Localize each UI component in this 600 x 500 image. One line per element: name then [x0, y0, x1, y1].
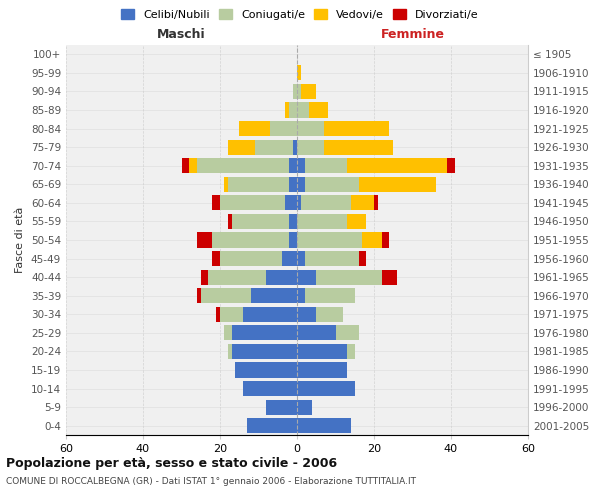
Bar	[347, 214, 366, 229]
Bar	[324, 140, 393, 155]
Bar	[182, 158, 189, 174]
Bar	[297, 325, 335, 340]
Bar	[266, 270, 297, 285]
Bar	[189, 158, 197, 174]
Bar	[289, 176, 297, 192]
Bar	[297, 344, 347, 359]
Bar	[289, 214, 297, 229]
Bar	[305, 251, 359, 266]
Bar	[212, 195, 220, 210]
Bar	[266, 400, 297, 415]
Bar	[212, 232, 289, 248]
Text: Femmine: Femmine	[380, 28, 445, 42]
Bar	[297, 84, 301, 99]
Text: Popolazione per età, sesso e stato civile - 2006: Popolazione per età, sesso e stato civil…	[6, 458, 337, 470]
Bar	[281, 251, 297, 266]
Bar	[351, 195, 374, 210]
Bar	[201, 288, 251, 304]
Y-axis label: Anni di nascita: Anni di nascita	[598, 198, 600, 281]
Bar	[197, 232, 212, 248]
Bar	[286, 195, 297, 210]
Bar	[201, 270, 208, 285]
Bar	[289, 158, 297, 174]
Bar	[305, 158, 347, 174]
Bar	[247, 418, 297, 434]
Bar	[228, 176, 289, 192]
Bar	[228, 140, 254, 155]
Bar	[228, 344, 232, 359]
Bar	[359, 251, 366, 266]
Bar	[382, 270, 397, 285]
Bar	[220, 195, 286, 210]
Bar	[297, 232, 362, 248]
Bar	[305, 288, 355, 304]
Bar	[297, 102, 308, 118]
Bar	[297, 306, 316, 322]
Text: COMUNE DI ROCCALBEGNA (GR) - Dati ISTAT 1° gennaio 2006 - Elaborazione TUTTITALI: COMUNE DI ROCCALBEGNA (GR) - Dati ISTAT …	[6, 478, 416, 486]
Bar	[228, 214, 232, 229]
Bar	[297, 214, 347, 229]
Bar	[305, 176, 359, 192]
Bar	[297, 362, 347, 378]
Bar	[297, 140, 324, 155]
Bar	[324, 121, 389, 136]
Bar	[297, 418, 351, 434]
Bar	[335, 325, 359, 340]
Bar	[297, 288, 305, 304]
Bar	[232, 344, 297, 359]
Legend: Celibi/Nubili, Coniugati/e, Vedovi/e, Divorziati/e: Celibi/Nubili, Coniugati/e, Vedovi/e, Di…	[118, 6, 482, 23]
Bar	[447, 158, 455, 174]
Bar	[297, 195, 301, 210]
Bar	[197, 288, 201, 304]
Bar	[347, 344, 355, 359]
Bar	[270, 121, 297, 136]
Bar	[286, 102, 289, 118]
Y-axis label: Fasce di età: Fasce di età	[16, 207, 25, 273]
Bar	[297, 176, 305, 192]
Bar	[224, 176, 228, 192]
Bar	[220, 306, 243, 322]
Bar	[297, 121, 324, 136]
Bar	[289, 232, 297, 248]
Bar	[359, 176, 436, 192]
Bar	[208, 270, 266, 285]
Bar	[362, 232, 382, 248]
Bar	[316, 306, 343, 322]
Bar	[316, 270, 382, 285]
Bar	[297, 400, 313, 415]
Bar	[197, 158, 289, 174]
Bar	[374, 195, 378, 210]
Bar	[251, 288, 297, 304]
Bar	[232, 325, 297, 340]
Bar	[301, 84, 316, 99]
Bar	[293, 140, 297, 155]
Bar	[239, 121, 270, 136]
Bar	[243, 306, 297, 322]
Bar	[297, 270, 316, 285]
Text: Maschi: Maschi	[157, 28, 206, 42]
Bar	[297, 381, 355, 396]
Bar	[382, 232, 389, 248]
Bar	[301, 195, 351, 210]
Bar	[289, 102, 297, 118]
Bar	[297, 158, 305, 174]
Bar	[232, 214, 289, 229]
Bar	[308, 102, 328, 118]
Bar	[293, 84, 297, 99]
Bar	[347, 158, 447, 174]
Bar	[254, 140, 293, 155]
Bar	[297, 251, 305, 266]
Bar	[297, 65, 301, 80]
Bar	[216, 306, 220, 322]
Bar	[220, 251, 281, 266]
Bar	[224, 325, 232, 340]
Bar	[235, 362, 297, 378]
Bar	[212, 251, 220, 266]
Bar	[243, 381, 297, 396]
